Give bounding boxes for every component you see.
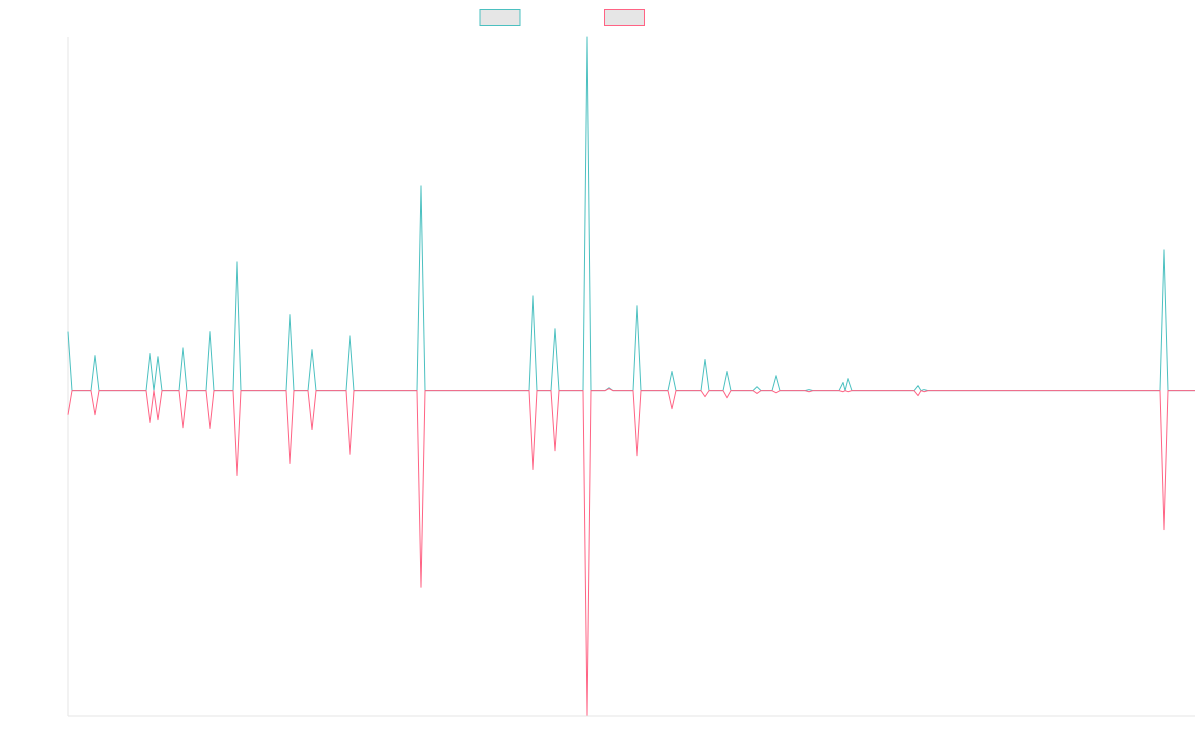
line-series	[67, 388, 1195, 716]
legend-swatch	[604, 9, 645, 26]
legend-swatch	[479, 9, 521, 26]
line-series	[67, 36, 1195, 392]
